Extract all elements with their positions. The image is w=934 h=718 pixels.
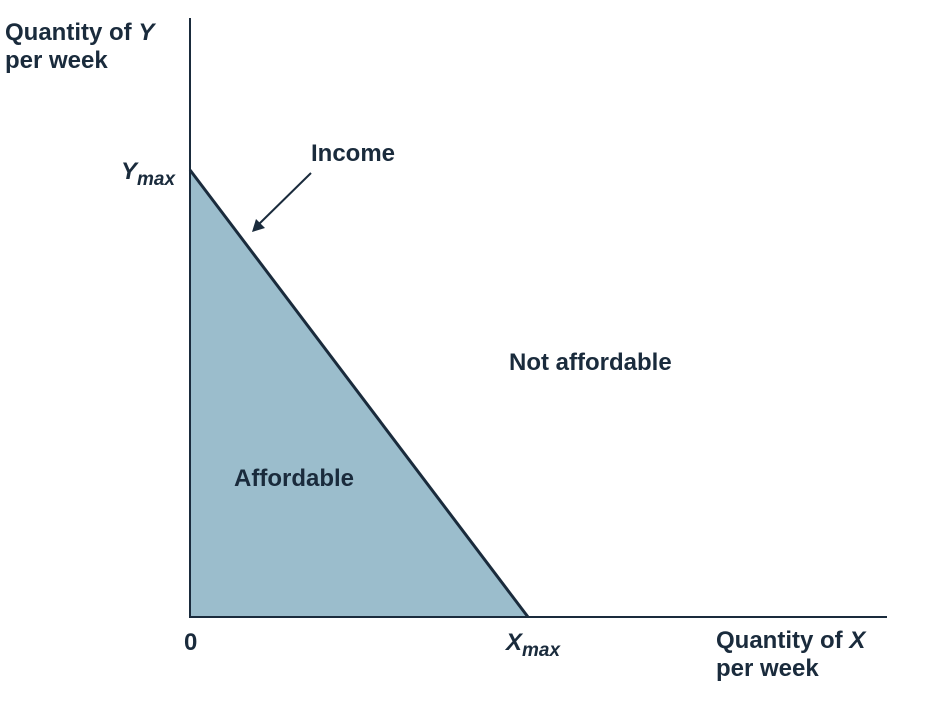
x-axis-title-prefix: Quantity of <box>716 627 850 654</box>
x-axis-title: Quantity of X per week <box>716 627 865 683</box>
y-axis-variable: Y <box>138 19 155 46</box>
affordable-label: Affordable <box>234 465 354 492</box>
income-arrow <box>252 172 312 232</box>
xmax-base: X <box>506 629 523 656</box>
budget-line <box>188 169 530 618</box>
y-axis-title-suffix: per week <box>5 47 108 74</box>
not-affordable-label: Not affordable <box>509 349 672 376</box>
ymax-subscript: max <box>137 169 176 190</box>
income-label: Income <box>311 140 396 167</box>
xmax-subscript: max <box>522 640 561 661</box>
ymax-base: Y <box>121 158 138 185</box>
y-axis-title: Quantity of Y per week <box>5 19 154 75</box>
x-axis-variable: X <box>849 627 866 654</box>
xmax-label: Xmax <box>506 629 561 661</box>
ymax-label: Ymax <box>121 158 176 190</box>
origin-label: 0 <box>184 629 198 656</box>
y-axis-title-prefix: Quantity of <box>5 19 139 46</box>
x-axis-title-suffix: per week <box>716 655 819 682</box>
